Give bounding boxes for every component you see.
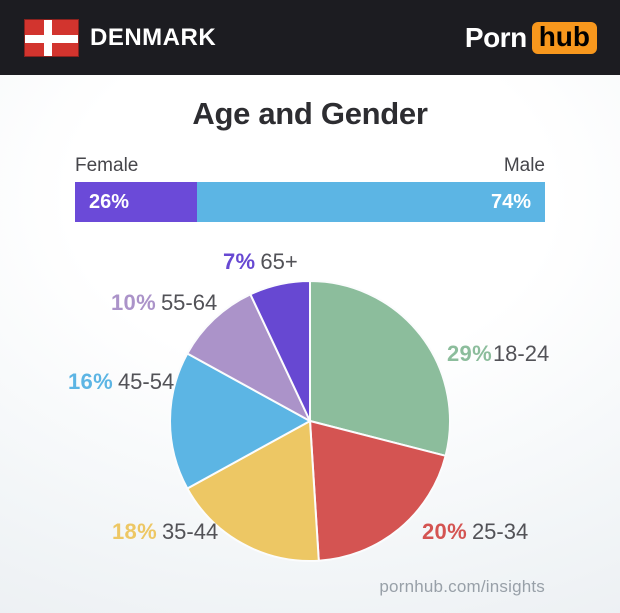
pie-pct-35-44: 18% bbox=[112, 519, 157, 544]
pie-pct-25-34: 20% bbox=[422, 519, 467, 544]
header-bar: DENMARK Porn hub bbox=[0, 0, 620, 75]
female-bar-segment: 26% bbox=[75, 182, 198, 222]
pie-age-25-34: 25-34 bbox=[471, 519, 529, 544]
female-percentage: 26% bbox=[89, 190, 130, 213]
pie-age-55-64: 55-64 bbox=[160, 290, 218, 315]
denmark-flag-icon bbox=[24, 19, 79, 57]
pie-age-65plus: 65+ bbox=[260, 249, 298, 274]
pie-age-18-24: 18-24 bbox=[492, 341, 550, 366]
pie-pct-18-24: 29% bbox=[447, 341, 492, 366]
male-percentage: 74% bbox=[490, 190, 531, 213]
pie-label-18-24: 29%18-24 bbox=[447, 342, 549, 366]
pie-pct-55-64: 10% bbox=[111, 290, 156, 315]
male-bar-segment: 74% bbox=[197, 182, 545, 222]
pie-age-45-54: 45-54 bbox=[117, 369, 175, 394]
female-label: Female bbox=[75, 155, 139, 176]
pie-label-35-44: 18% 35-44 bbox=[112, 520, 218, 544]
pie-slice-65+ bbox=[249, 280, 311, 422]
logo-porn-text: Porn bbox=[464, 22, 527, 53]
country-name: DENMARK bbox=[90, 24, 217, 51]
pie-age-35-44: 35-44 bbox=[161, 519, 219, 544]
pornhub-logo: Porn hub bbox=[465, 22, 597, 54]
pie-pct-45-54: 16% bbox=[68, 369, 113, 394]
pie-slice-45-54 bbox=[169, 352, 311, 490]
pie-label-45-54: 16% 45-54 bbox=[68, 370, 174, 394]
gender-axis-labels: Female Male bbox=[75, 155, 545, 177]
gender-stacked-bar: 26% 74% bbox=[75, 182, 545, 222]
insights-url: pornhub.com/insights bbox=[379, 577, 545, 596]
page-title: Age and Gender bbox=[192, 96, 428, 131]
pie-label-55-64: 10% 55-64 bbox=[111, 291, 217, 315]
pie-slice-18-24 bbox=[309, 280, 451, 457]
male-label: Male bbox=[503, 155, 545, 176]
pie-pct-65plus: 7% bbox=[223, 249, 256, 274]
flag-vertical-stripe bbox=[44, 20, 52, 56]
logo-hub-badge: hub bbox=[531, 22, 597, 54]
pie-label-65plus: 7% 65+ bbox=[223, 250, 298, 274]
pie-label-25-34: 20% 25-34 bbox=[422, 520, 528, 544]
